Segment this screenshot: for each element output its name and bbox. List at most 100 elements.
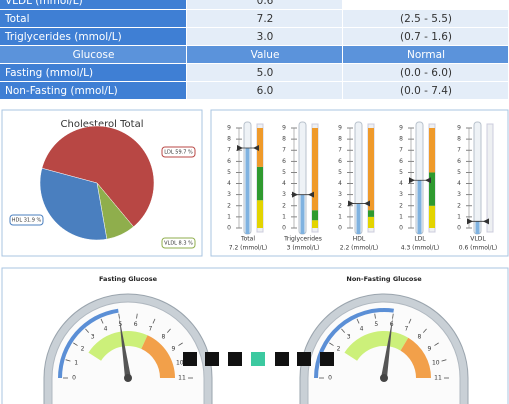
table-cell <box>187 10 342 27</box>
table-text: Fasting (mmol/L) <box>5 67 93 79</box>
pie-label: HDL 31.9 % <box>12 218 42 224</box>
range-band <box>312 220 318 228</box>
y-tick-label: 6 <box>399 158 403 165</box>
range-band <box>257 200 263 228</box>
table-text: Non-Fasting (mmol/L) <box>5 85 118 97</box>
y-tick-label: 1 <box>227 213 231 220</box>
y-tick-label: 3 <box>338 191 342 198</box>
thermo-value: 7.2 (mmol/L) <box>229 245 268 252</box>
gauge-tick <box>356 318 360 324</box>
thermo-fill <box>475 221 480 234</box>
y-tick-label: 7 <box>227 147 231 154</box>
gauge-tick-label: 0 <box>72 375 76 382</box>
table-text: Total <box>4 13 30 25</box>
gauge-tick <box>152 318 156 324</box>
y-tick-label: 8 <box>227 136 231 143</box>
thermo-value: 3 (mmol/L) <box>287 245 320 252</box>
thermo-value: 4.3 (mmol/L) <box>401 245 440 252</box>
thermo-name: LDL <box>414 236 426 243</box>
overlay-square <box>320 352 334 366</box>
y-tick-label: 9 <box>399 125 403 132</box>
pie-label-box <box>161 146 196 158</box>
range-band <box>368 210 374 217</box>
y-tick-label: 4 <box>227 180 231 187</box>
table-cell <box>343 28 508 45</box>
table-cell <box>0 0 186 9</box>
table-cell <box>0 82 186 99</box>
gauge-tick-label: 2 <box>81 345 85 352</box>
table-cell <box>0 10 186 27</box>
gauge-tick-label: 6 <box>134 321 138 328</box>
table-cell <box>0 64 186 81</box>
gauge-band <box>400 337 431 378</box>
gauge-needle <box>381 316 393 379</box>
gauge-tick-label: 10 <box>176 359 184 366</box>
thermo-name: HDL <box>353 236 366 243</box>
y-tick-label: 0 <box>338 225 342 232</box>
y-tick-label: 3 <box>227 191 231 198</box>
gauge-title: Non-Fasting Glucose <box>346 275 422 283</box>
gauge-tick-label: 7 <box>149 325 153 332</box>
pie-slice <box>41 125 155 228</box>
pie-title: Cholesterol Total <box>61 119 144 130</box>
y-tick-label: 0 <box>227 225 231 232</box>
table-cell <box>343 46 508 63</box>
gauge-tick-label: 10 <box>432 359 440 366</box>
gauge-tick-label: 11 <box>178 375 186 382</box>
gauge-band <box>344 331 409 361</box>
range-band <box>429 172 435 206</box>
thermo-fill <box>356 203 361 234</box>
pie-label: LDL 59.7 % <box>164 150 193 156</box>
gauge-tick-label: 11 <box>434 375 442 382</box>
y-tick-label: 4 <box>399 180 403 187</box>
table-text: 6.0 <box>257 85 274 97</box>
gauge-tick-label: 2 <box>337 345 341 352</box>
range-band <box>429 128 435 173</box>
y-tick-label: 5 <box>399 169 403 176</box>
y-tick-label: 9 <box>457 125 461 132</box>
gauge-tick-label: 4 <box>360 325 364 332</box>
gauge-tick-label: 9 <box>172 345 176 352</box>
gauge-tick-label: 4 <box>104 325 108 332</box>
gauge-tick-label: 5 <box>374 321 378 328</box>
table-header: Glucose <box>73 49 115 61</box>
gauge-tick <box>341 328 346 333</box>
table-text: Triglycerides (mmol/L) <box>4 31 122 43</box>
y-tick-label: 1 <box>399 213 403 220</box>
range-band <box>257 128 263 167</box>
y-tick-label: 2 <box>227 202 231 209</box>
y-tick-label: 5 <box>227 169 231 176</box>
y-tick-label: 6 <box>457 158 461 165</box>
gauge-tick-label: 8 <box>161 334 165 341</box>
gauge-tick-label: 0 <box>328 375 332 382</box>
gauge-tick <box>65 359 71 362</box>
overlay-square <box>228 352 242 366</box>
y-tick-label: 0 <box>282 225 286 232</box>
table-text: (2.5 - 5.5) <box>400 13 452 25</box>
gauge-tick <box>85 328 90 333</box>
gauge-tick <box>73 342 78 346</box>
table-text: (0.7 - 1.6) <box>400 31 452 43</box>
table-text: (0.0 - 6.0) <box>400 67 452 79</box>
table-cell <box>343 82 508 99</box>
y-tick-label: 5 <box>457 169 461 176</box>
band-track <box>486 123 494 233</box>
gauge-tick-label: 3 <box>91 334 95 341</box>
y-tick-label: 2 <box>399 202 403 209</box>
y-tick-label: 0 <box>457 225 461 232</box>
y-tick-label: 8 <box>399 136 403 143</box>
gauge-title: Fasting Glucose <box>99 275 158 283</box>
gauge-tick <box>374 313 376 319</box>
overlay-square <box>205 352 219 366</box>
table-cell <box>187 64 342 81</box>
gauge-tick-label: 9 <box>428 345 432 352</box>
pie-label-box <box>9 214 44 226</box>
table-text: 0.6 <box>257 0 274 7</box>
table-text: (0.0 - 7.4) <box>400 85 452 97</box>
gauge-tick-label: 7 <box>405 325 409 332</box>
gauge-tick <box>136 313 138 319</box>
table-header: Normal <box>407 49 445 61</box>
gauge-band <box>88 331 148 361</box>
